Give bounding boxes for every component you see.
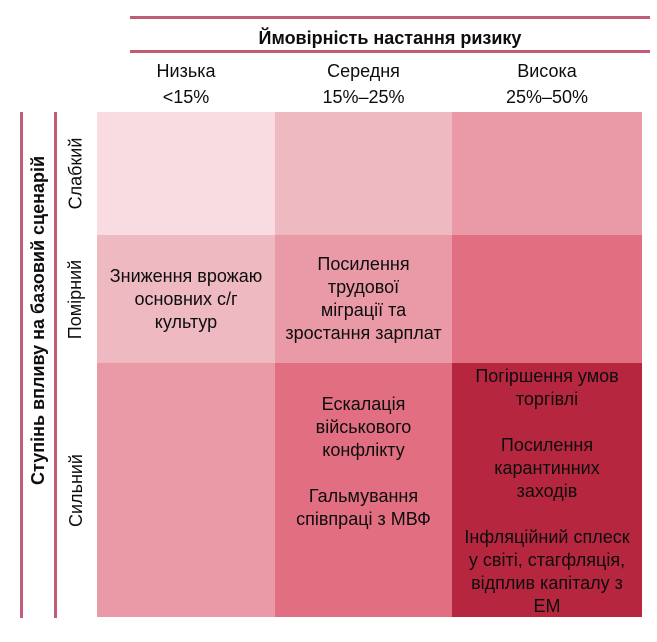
risk-item-line: Погіршення умов	[475, 366, 619, 386]
risk-item-line: Посилення трудової	[317, 254, 410, 297]
column-range-high: 25%–50%	[505, 87, 589, 107]
y-axis-rule-inner	[54, 112, 57, 618]
cell-strong-medium: Ескалація військового конфлікту Гальмування…	[275, 363, 452, 617]
cell-moderate-medium: Посилення трудової міграції та зростання з…	[275, 235, 452, 363]
risk-item-line: Посилення	[500, 435, 594, 455]
risk-item: Ескалація військового конфлікту	[280, 393, 447, 462]
cell-strong-low	[97, 363, 275, 617]
column-header-medium: Середня	[327, 61, 400, 81]
risk-item-line: зростання зарплат	[285, 323, 442, 343]
risk-item-line: культур	[154, 311, 218, 332]
column-range-low: <15%	[162, 87, 210, 107]
cell-weak-medium	[275, 112, 452, 235]
risk-item-line: відплив капіталу з	[471, 573, 623, 593]
row-label-weak: Слабкий	[58, 112, 94, 235]
risk-item-line: Інфляційний сплеск	[464, 527, 630, 547]
column-range-medium: 15%–25%	[322, 87, 405, 107]
header-rule-top	[130, 16, 650, 19]
risk-item-line: Гальмування	[308, 486, 419, 506]
cell-moderate-high	[452, 235, 642, 363]
row-label-strong-text: Сильний	[65, 453, 86, 527]
risk-item-line: торгівлі	[515, 389, 579, 409]
risk-item-line: у світі, стагфляція,	[468, 550, 626, 570]
row-label-strong: Сильний	[58, 363, 94, 617]
cell-weak-high	[452, 112, 642, 235]
risk-item-line: заходів	[516, 481, 578, 501]
row-label-moderate-text: Помірний	[65, 259, 86, 339]
risk-item: Посилення карантинних заходів	[459, 434, 635, 503]
risk-item-line: ЕМ	[533, 596, 561, 616]
x-axis-title: Ймовірність настання ризику	[258, 28, 522, 48]
risk-item-line: основних с/г	[134, 288, 238, 309]
risk-item-line: конфлікту	[322, 440, 405, 460]
risk-item-line: Ескалація	[321, 394, 406, 414]
risk-item: Погіршення умов торгівлі	[459, 365, 635, 411]
risk-item: Зниження врожаю основних с/г культур	[102, 265, 270, 334]
cell-strong-high: Погіршення умов торгівлі Посилення карантин…	[452, 363, 642, 617]
header-rule-bottom	[130, 50, 650, 53]
cell-weak-low	[97, 112, 275, 235]
row-label-weak-text: Слабкий	[65, 137, 86, 210]
risk-item: Посилення трудової міграції та зростання з…	[280, 253, 447, 345]
risk-item-line: карантинних	[494, 458, 600, 478]
risk-item-line: військового	[315, 417, 412, 437]
risk-item: Інфляційний сплеск у світі, стагфляція, ві…	[459, 526, 635, 618]
column-header-low: Низька	[156, 61, 216, 81]
row-label-moderate: Помірний	[58, 235, 94, 363]
y-axis-title: Ступінь впливу на базовий сценарій	[28, 155, 49, 485]
y-axis-title-wrap: Ступінь впливу на базовий сценарій	[22, 20, 56, 620]
risk-item-line: співпраці з МВФ	[296, 509, 431, 529]
risk-item-line: Зниження врожаю	[109, 265, 263, 286]
risk-item: Гальмування співпраці з МВФ	[280, 485, 447, 531]
cell-moderate-low: Зниження врожаю основних с/г культур	[97, 235, 275, 363]
risk-item-line: міграції та	[320, 300, 407, 320]
y-axis-rule-outer	[20, 112, 23, 618]
column-header-high: Висока	[517, 61, 577, 81]
